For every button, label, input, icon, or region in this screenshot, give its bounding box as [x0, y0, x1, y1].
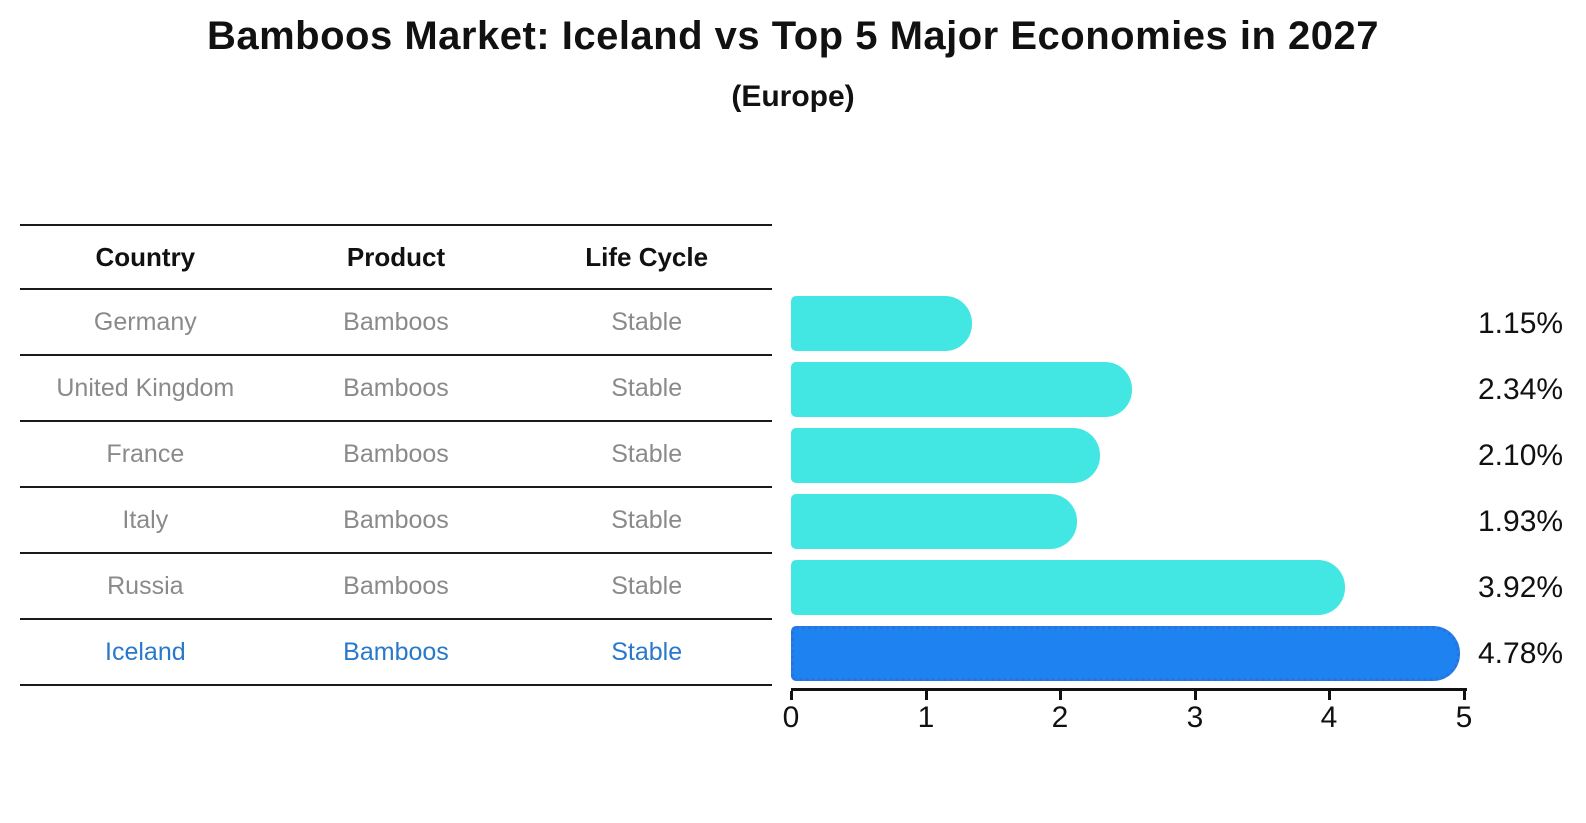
x-axis-tick-label: 3	[1186, 701, 1204, 734]
x-axis-tick	[1059, 691, 1062, 700]
table-row: United Kingdom Bamboos Stable	[20, 356, 772, 422]
x-axis-tick	[1463, 691, 1466, 700]
value-label: 2.34%	[1478, 372, 1564, 406]
table-cell-lifecycle: Stable	[611, 373, 683, 402]
table-cell-country: Germany	[93, 307, 197, 336]
table-cell-product: Bamboos	[343, 505, 449, 534]
x-axis-line	[791, 688, 1467, 691]
table-cell-country: Italy	[122, 505, 169, 534]
bar-united-kingdom	[791, 362, 1132, 417]
bar-germany	[791, 296, 972, 351]
x-axis-tick	[1194, 691, 1197, 700]
table-body: Germany Bamboos Stable United Kingdom Ba…	[20, 290, 772, 686]
table-header-lifecycle: Life Cycle	[585, 241, 709, 272]
table-cell-country: Russia	[107, 571, 184, 600]
bar-iceland	[791, 626, 1460, 681]
table-row: Iceland Bamboos Stable	[20, 620, 772, 686]
value-label: 1.15%	[1478, 306, 1564, 340]
x-axis-tick-label: 4	[1320, 701, 1338, 734]
table-cell-product: Bamboos	[343, 571, 449, 600]
table-row: Germany Bamboos Stable	[20, 290, 772, 356]
table-header-row: Country Product Life Cycle	[20, 224, 772, 290]
table-header-product: Product	[346, 241, 446, 272]
table-cell-product: Bamboos	[343, 637, 449, 666]
table-row: Russia Bamboos Stable	[20, 554, 772, 620]
value-label: 3.92%	[1478, 570, 1564, 604]
table-cell-lifecycle: Stable	[611, 439, 683, 468]
chart-subtitle: (Europe)	[731, 80, 855, 113]
x-axis-tick	[790, 691, 793, 700]
chart-title: Bamboos Market: Iceland vs Top 5 Major E…	[206, 14, 1380, 58]
table-row: Italy Bamboos Stable	[20, 488, 772, 554]
bar-italy	[791, 494, 1077, 549]
x-axis-tick	[1328, 691, 1331, 700]
table-cell-product: Bamboos	[343, 307, 449, 336]
x-axis-tick-label: 1	[917, 701, 935, 734]
table-cell-country: Iceland	[105, 637, 186, 666]
table-cell-lifecycle: Stable	[611, 637, 683, 666]
table-cell-country: United Kingdom	[56, 373, 235, 402]
country-table: Country Product Life Cycle Germany Bambo…	[20, 224, 772, 686]
x-axis-tick-label: 2	[1051, 701, 1069, 734]
value-label: 4.78%	[1478, 636, 1564, 670]
x-axis-tick-label: 5	[1455, 701, 1473, 734]
value-label: 1.93%	[1478, 504, 1564, 538]
table-cell-country: France	[106, 439, 185, 468]
table-header-country: Country	[95, 241, 196, 272]
bar-france	[791, 428, 1100, 483]
table-cell-lifecycle: Stable	[611, 307, 683, 336]
table-row: France Bamboos Stable	[20, 422, 772, 488]
bar-russia	[791, 560, 1345, 615]
x-axis-tick-label: 0	[782, 701, 800, 734]
value-label: 2.10%	[1478, 438, 1564, 472]
table-cell-lifecycle: Stable	[611, 505, 683, 534]
table-cell-lifecycle: Stable	[611, 571, 683, 600]
x-axis-tick	[925, 691, 928, 700]
table-cell-product: Bamboos	[343, 439, 449, 468]
table-cell-product: Bamboos	[343, 373, 449, 402]
